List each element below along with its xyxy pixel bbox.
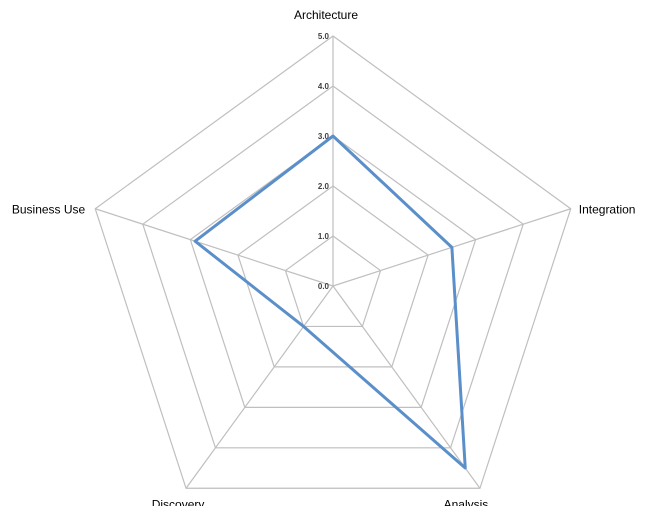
tick-label: 4.0 [318,82,330,91]
grid-ring-2 [237,185,429,368]
series-layer [193,134,467,470]
grid-ring-5 [94,35,572,489]
grid-ring-1 [284,235,382,328]
tick-label-layer: 0.0 1.0 2.0 3.0 4.0 5.0 [318,32,330,291]
spoke-analysis [332,285,481,489]
axis-label-business-use: Business Use [12,203,86,217]
axis-label-layer: Architecture Integration Analysis Discovery… [12,8,636,506]
series-line-1 [193,134,467,470]
grid-ring-4 [142,85,524,449]
tick-label: 2.0 [318,182,330,191]
tick-label: 3.0 [318,132,330,141]
tick-label: 1.0 [318,232,330,241]
axis-label-integration: Integration [579,203,636,217]
tick-label: 0.0 [318,282,330,291]
spoke-business-use [95,208,334,287]
axis-label-analysis: Analysis [444,497,489,506]
spoke-discovery [185,285,334,489]
tick-label: 5.0 [318,32,330,41]
grid-layer [94,35,572,489]
axis-label-discovery: Discovery [152,497,205,506]
axis-label-architecture: Architecture [294,8,358,22]
grid-ring-3 [189,135,477,408]
